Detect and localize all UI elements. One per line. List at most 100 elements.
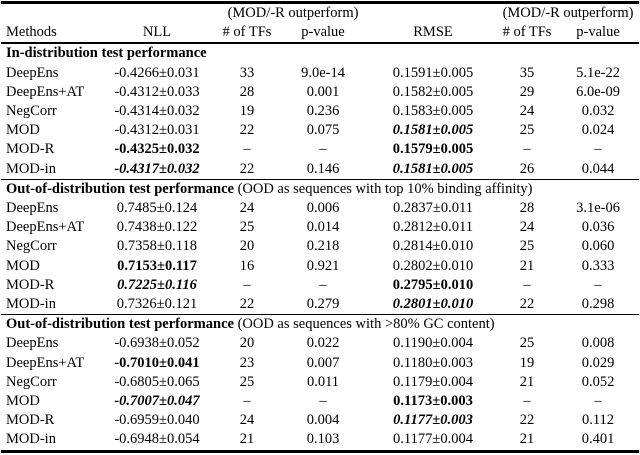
tfs-count-cell: 21 (519, 257, 535, 274)
nll-cell: 0.7485±0.124 (116, 200, 198, 217)
section-title-row: Out-of-distribution test performance (OO… (1, 315, 639, 335)
table-row: MOD-in -0.4317±0.032 22 0.146 0.1581±0.0… (1, 160, 639, 180)
tfs-count-cell: 22 (519, 412, 535, 429)
tfs-count-cell: – (243, 141, 251, 158)
group-header-row: (MOD/-R outperform) (MOD/-R outperform) (1, 3, 639, 24)
pvalue-cell: – (319, 276, 327, 293)
nll-cell: 0.7153±0.117 (117, 257, 197, 274)
method-cell: DeepEns+AT (6, 354, 85, 371)
pvalue-cell: 0.036 (581, 219, 615, 236)
table-row: DeepEns+AT 0.7438±0.122 25 0.014 0.2812±… (1, 218, 639, 237)
rmse-cell: 0.2837±0.011 (393, 200, 473, 217)
method-cell: MOD (6, 393, 40, 410)
section-title-row: Out-of-distribution test performance (OO… (1, 179, 639, 199)
rmse-cell: 0.2802±0.010 (392, 257, 474, 274)
section-in-distribution: In-distribution test performance DeepEns… (1, 43, 640, 180)
table-row: MOD-R 0.7225±0.116 – – 0.2795±0.010 – – (1, 276, 639, 295)
pvalue-cell: 0.921 (306, 257, 340, 274)
table-row: DeepEns -0.6938±0.052 20 0.022 0.1190±0.… (1, 334, 639, 353)
section-title-cell: Out-of-distribution test performance (OO… (1, 179, 639, 199)
tfs-count-cell: – (243, 276, 251, 293)
spacer-cell (369, 3, 497, 24)
rmse-cell: 0.1579±0.005 (392, 141, 474, 158)
method-cell: MOD-R (6, 141, 55, 158)
rmse-cell: 0.2812±0.011 (393, 219, 473, 236)
nll-cell: -0.6938±0.052 (114, 335, 200, 352)
pvalue-cell: 0.014 (306, 219, 340, 236)
pvalue-cell: 0.006 (306, 200, 340, 217)
method-cell: MOD (6, 122, 40, 139)
tfs-count-cell: 23 (239, 354, 255, 371)
column-header-row: Methods NLL # of TFs p-value RMSE # of T… (1, 23, 639, 43)
tfs-count-cell: 21 (239, 431, 255, 448)
method-cell: DeepEns (6, 335, 59, 352)
section-title: Out-of-distribution test performance (6, 180, 234, 197)
pvalue-cell: – (319, 393, 327, 410)
tfs-count-cell: 20 (239, 335, 255, 352)
method-cell: NegCorr (6, 103, 57, 120)
nll-cell: -0.6948±0.054 (114, 431, 200, 448)
pvalue-cell: 0.029 (581, 354, 615, 371)
pvalue-cell: – (319, 141, 327, 158)
pvalue-cell: – (594, 276, 602, 293)
section-title-cell: In-distribution test performance (1, 43, 639, 63)
rmse-cell: 0.1582±0.005 (392, 83, 474, 100)
method-cell: NegCorr (6, 238, 57, 255)
table-header: (MOD/-R outperform) (MOD/-R outperform) … (1, 3, 640, 44)
table-row: NegCorr 0.7358±0.118 20 0.218 0.2814±0.0… (1, 237, 639, 256)
section-note: (OOD as sequences with >80% GC content) (237, 316, 495, 333)
table-row: DeepEns+AT -0.4312±0.033 28 0.001 0.1582… (1, 83, 639, 102)
pvalue-cell: 0.112 (581, 412, 615, 429)
nll-cell: -0.7007±0.047 (114, 393, 200, 410)
spacer-cell (97, 3, 217, 24)
nll-cell: 0.7358±0.118 (117, 238, 197, 255)
tfs-count-cell: – (523, 393, 531, 410)
tfs-count-cell: 19 (239, 103, 255, 120)
rmse-cell: 0.1581±0.005 (392, 122, 474, 139)
rmse-cell: 0.2814±0.010 (392, 238, 474, 255)
rmse-cell: 0.1179±0.004 (393, 373, 473, 390)
pvalue-cell: 0.011 (306, 373, 340, 390)
rmse-cell: 0.1581±0.005 (392, 160, 474, 177)
col-header-nll: NLL (142, 24, 172, 41)
pvalue-cell: 0.060 (581, 238, 615, 255)
rmse-cell: 0.1190±0.004 (393, 335, 473, 352)
col-header-pvalue-1: p-value (301, 24, 345, 41)
tfs-count-cell: 22 (239, 160, 255, 177)
method-cell: MOD-in (6, 296, 56, 313)
section-ood-gc-content: Out-of-distribution test performance (OO… (1, 314, 640, 451)
nll-cell: 0.7225±0.116 (117, 276, 197, 293)
pvalue-cell: 0.001 (306, 83, 340, 100)
col-header-tfs-1: # of TFs (222, 24, 272, 41)
pvalue-cell: 9.0e-14 (301, 64, 345, 81)
nll-cell: -0.6959±0.040 (114, 412, 200, 429)
rmse-cell: 0.1180±0.003 (393, 354, 473, 371)
tfs-count-cell: 16 (239, 257, 255, 274)
rmse-cell: 0.1591±0.005 (392, 64, 474, 81)
col-header-rmse: RMSE (413, 24, 453, 41)
pvalue-cell: 0.103 (306, 431, 340, 448)
nll-cell: -0.4266±0.031 (114, 64, 200, 81)
method-cell: MOD (6, 257, 40, 274)
nll-cell: -0.4317±0.032 (114, 160, 200, 177)
tfs-count-cell: 28 (519, 200, 535, 217)
nll-cell: -0.4314±0.032 (114, 103, 200, 120)
section-note: (OOD as sequences with top 10% binding a… (237, 180, 533, 197)
tfs-count-cell: 35 (519, 64, 535, 81)
pvalue-cell: – (594, 393, 602, 410)
pvalue-cell: 0.032 (581, 103, 615, 120)
method-cell: DeepEns (6, 200, 59, 217)
tfs-count-cell: 24 (519, 103, 535, 120)
tfs-count-cell: 22 (519, 296, 535, 313)
table-row: MOD-in -0.6948±0.054 21 0.103 0.1177±0.0… (1, 430, 639, 451)
pvalue-cell: 0.401 (581, 431, 615, 448)
nll-cell: -0.4312±0.033 (114, 83, 200, 100)
table-row: DeepEns+AT -0.7010±0.041 23 0.007 0.1180… (1, 354, 639, 373)
tfs-count-cell: 24 (239, 412, 255, 429)
pvalue-cell: 0.052 (581, 373, 615, 390)
nll-cell: -0.7010±0.041 (114, 354, 200, 371)
rmse-cell: 0.1173±0.003 (393, 393, 473, 410)
rmse-cell: 0.1583±0.005 (392, 103, 474, 120)
tfs-count-cell: 21 (519, 431, 535, 448)
tfs-count-cell: 24 (239, 200, 255, 217)
